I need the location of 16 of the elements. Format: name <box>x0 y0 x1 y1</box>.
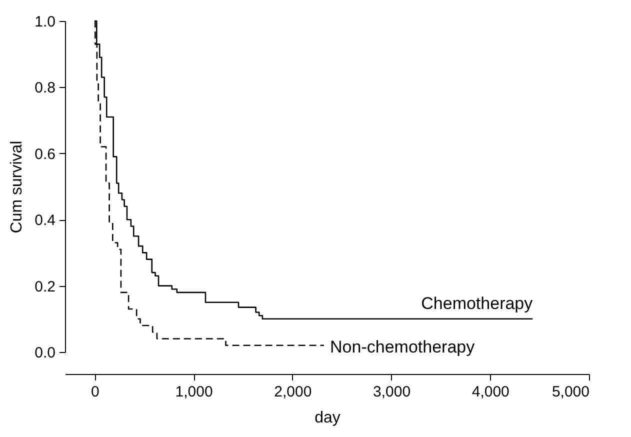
x-tick-label: 3,000 <box>372 384 411 400</box>
y-axis-title: Cum survival <box>8 140 26 234</box>
y-tick-label: 0.2 <box>34 278 56 296</box>
series-label: Non-chemotherapy <box>330 337 476 356</box>
series-label: Chemotherapy <box>421 294 534 313</box>
y-tick-label: 0.8 <box>34 80 56 97</box>
y-tick-label: 1.0 <box>34 14 56 30</box>
x-tick-label: 5,000 <box>552 384 590 400</box>
y-tick-label: 0.0 <box>34 344 56 362</box>
x-tick-label: 4,000 <box>472 384 510 400</box>
x-tick-label: 2,000 <box>274 384 312 400</box>
y-tick-label: 0.4 <box>34 212 56 230</box>
x-tick-label: 0 <box>90 384 100 400</box>
x-axis-title: day <box>314 410 340 426</box>
x-tick-label: 1,000 <box>175 384 213 400</box>
y-tick-label: 0.6 <box>34 146 56 163</box>
